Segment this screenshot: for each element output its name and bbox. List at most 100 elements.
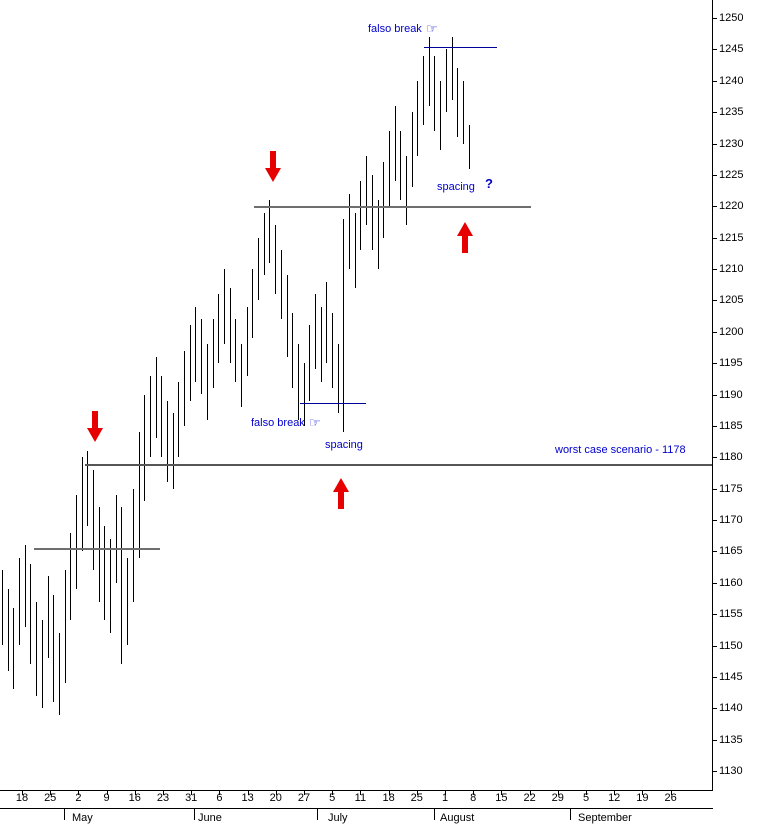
y-axis-label: 1200 [719,325,744,338]
x-axis-label: 15 [495,792,508,804]
price-bar [440,80,442,150]
month-label: September [578,812,632,824]
question-mark-label: ? [485,176,493,191]
x-axis-tick [219,791,221,795]
up-arrow-icon [457,222,473,253]
price-bar [383,162,385,238]
price-bar [2,570,3,646]
price-bar [195,306,197,382]
price-bar [423,55,425,125]
price-bar [309,325,311,401]
y-axis-label: 1195 [719,357,743,370]
price-bar [87,450,89,527]
y-axis-tick [712,237,717,239]
y-axis-label: 1215 [719,231,744,244]
y-axis-label: 1130 [719,765,743,777]
price-bar [41,620,43,709]
x-axis-label: 22 [523,792,536,804]
y-axis-tick [712,49,717,51]
arrow-shaft [338,491,344,509]
y-axis-label: 1245 [719,43,744,56]
x-axis-tick [416,791,418,795]
price-bar [286,275,288,357]
price-bar [115,494,117,583]
y-axis-tick [712,300,717,302]
up-arrow-icon [333,478,349,509]
y-axis-tick [712,614,717,616]
y-axis-label: 1180 [719,451,743,464]
y-axis-tick [712,363,717,365]
price-bar [366,156,368,226]
month-label: May [72,812,93,824]
price-bar [332,312,334,389]
x-axis-tick [557,791,559,795]
x-axis-tick [501,791,503,795]
x-axis-label: 11 [354,792,367,804]
price-bar [93,469,95,571]
x-axis-tick [304,791,305,795]
y-axis-tick [712,80,717,82]
x-axis-label: 31 [185,792,198,804]
y-axis-tick [712,457,717,459]
price-bar [280,250,282,320]
support-line-1188 [300,403,366,405]
x-axis-label: 1 [441,792,449,804]
price-bar [434,55,436,131]
price-bar [155,356,157,439]
price-bar [235,319,237,382]
x-axis-tick [670,791,672,795]
spacing-top-label: spacing [437,181,475,193]
month-separator [194,809,195,820]
y-axis-label: 1145 [719,670,743,683]
x-axis-label: 23 [156,792,170,804]
y-axis-label: 1160 [719,576,743,589]
price-bar [394,105,396,182]
x-axis-label: 13 [241,792,254,804]
x-axis-tick [275,791,277,795]
price-bar [138,432,140,558]
arrow-head [265,168,281,182]
price-bar [400,130,402,200]
y-axis-label: 1140 [719,702,743,715]
price-bar [36,601,38,696]
price-bar [178,381,180,458]
price-bar [405,156,407,226]
price-bar [132,488,134,602]
arrow-shaft [92,411,98,429]
y-axis-label: 1170 [719,514,743,526]
support-line-1165 [34,547,160,550]
price-bar [337,344,339,414]
price-bar [326,281,328,364]
x-axis-tick [586,791,587,795]
price-bar [349,193,351,269]
x-axis-label: 18 [15,792,29,804]
price-bar [297,344,299,420]
price-bar [218,294,220,364]
y-axis-tick [712,112,717,114]
price-bar [303,363,305,426]
x-axis-label: 16 [128,792,141,804]
price-bar [451,36,453,100]
price-bar [189,325,191,401]
month-separator [64,809,65,820]
price-bar [275,225,277,295]
price-bar [320,306,322,382]
spacing-bottom-label: spacing [325,439,363,451]
x-axis-tick [473,791,475,795]
price-bar [417,80,419,157]
price-bar [19,557,21,646]
y-axis-label: 1240 [719,74,744,87]
x-axis-tick [642,791,644,795]
y-axis-tick [712,739,717,741]
price-bar [371,174,373,251]
price-bar [212,319,214,389]
y-axis-label: 1150 [719,639,743,652]
x-axis-label: 5 [582,792,590,804]
price-bar [70,532,72,621]
resistance-line-1220 [254,206,531,209]
down-arrow-icon [87,411,103,442]
price-bar [127,557,129,646]
price-bar [47,576,49,659]
hand-cursor-icon: ☞ [426,21,438,36]
x-axis-label: 5 [329,792,336,804]
